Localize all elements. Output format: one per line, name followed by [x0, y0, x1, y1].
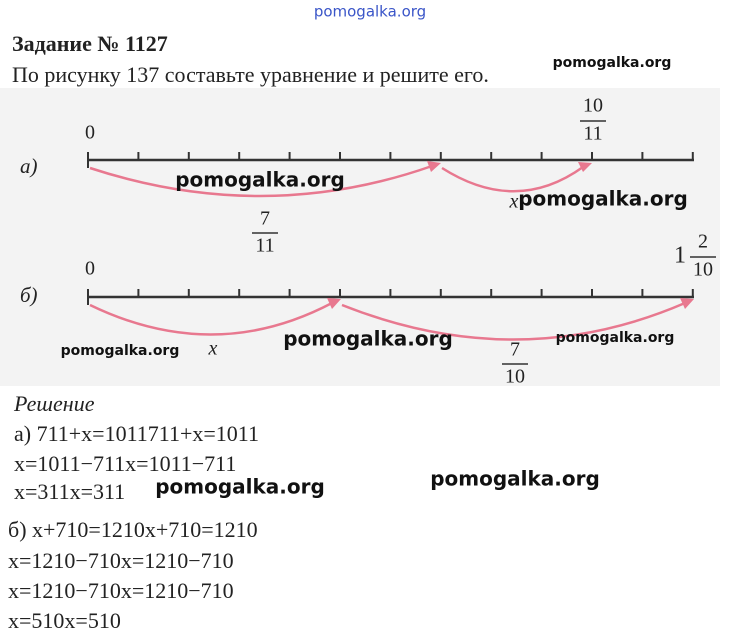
title: Задание № 1127 — [12, 31, 168, 56]
watermark: pomogalka.org — [430, 467, 600, 491]
arrowhead — [578, 162, 592, 172]
watermark: pomogalka.org — [556, 330, 675, 346]
watermark: pomogalka.org — [518, 187, 688, 211]
fraction-den: 11 — [255, 235, 274, 257]
fraction-den: 11 — [583, 123, 602, 145]
fraction-num: 7 — [260, 208, 270, 230]
part-label: а) — [20, 154, 38, 178]
arc — [341, 301, 686, 341]
variable: x — [208, 338, 218, 360]
arrowhead — [327, 298, 341, 309]
point-label: 0 — [85, 258, 95, 280]
solution-line: а) 711+x=1011711+x=1011 — [14, 421, 259, 446]
fraction-num: 2 — [698, 231, 708, 253]
fraction-num: 7 — [510, 339, 520, 361]
solution-line: x=311x=311 — [14, 479, 125, 504]
task: По рисунку 137 составьте уравнение и реш… — [12, 62, 489, 87]
part-label: б) — [20, 283, 38, 307]
watermark: pomogalka.org — [553, 55, 672, 71]
solution-line: x=510x=510 — [8, 608, 121, 633]
figure: а) 0 10 11 7 11 x б) 0 1 2 10 x 7 10 — [20, 95, 716, 388]
arrowhead — [427, 161, 441, 172]
solution-heading: Решение — [13, 391, 95, 416]
variable: x — [509, 191, 519, 213]
solution: а) 711+x=1011711+x=1011 x=1011−711x=1011−… — [8, 421, 259, 633]
arc — [89, 301, 333, 336]
arc — [89, 164, 433, 198]
arrowhead — [680, 298, 694, 309]
site-link[interactable]: pomogalka.org — [314, 3, 426, 21]
watermark: pomogalka.org — [175, 168, 345, 192]
fraction-den: 10 — [505, 366, 525, 388]
point-label: 0 — [85, 122, 95, 144]
fraction-num: 10 — [583, 95, 603, 117]
watermark: pomogalka.org — [61, 343, 180, 359]
fraction-den: 10 — [693, 259, 713, 281]
arc — [441, 165, 584, 193]
figure-bg — [0, 88, 720, 386]
solution-line: б) x+710=1210x+710=1210 — [8, 517, 258, 542]
watermark: pomogalka.org — [155, 475, 325, 499]
whole-part: 1 — [674, 243, 686, 269]
solution-line: x=1210−710x=1210−710 — [8, 578, 234, 603]
watermark: pomogalka.org — [283, 327, 453, 351]
solution-line: x=1210−710x=1210−710 — [8, 548, 234, 573]
solution-line: x=1011−711x=1011−711 — [14, 451, 236, 476]
